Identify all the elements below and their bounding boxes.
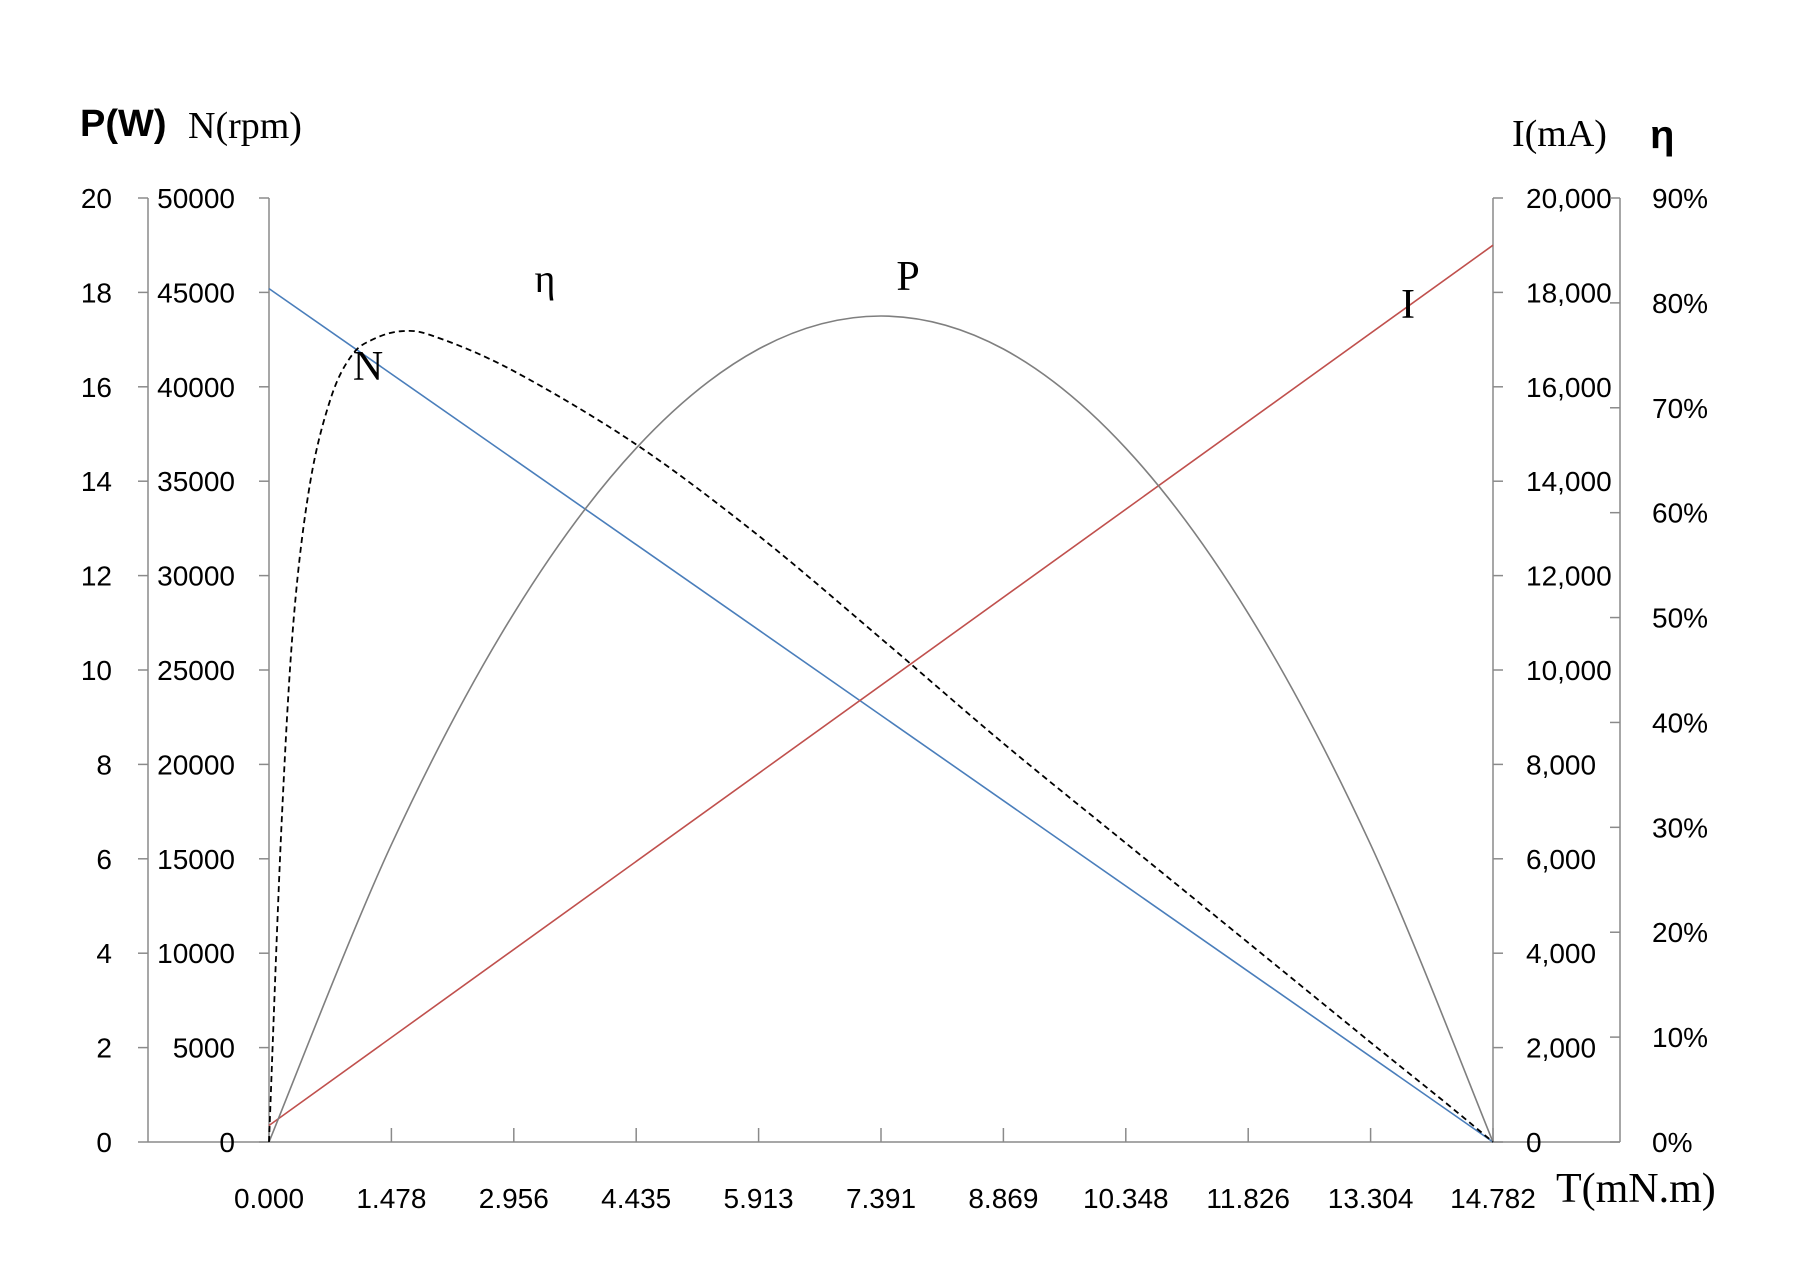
n-axis-tick-label: 45000 xyxy=(157,277,235,308)
eta-axis-tick-label: 30% xyxy=(1652,812,1708,843)
eta-axis-tick-label: 10% xyxy=(1652,1022,1708,1053)
p-axis-tick-label: 12 xyxy=(81,561,112,592)
p-curve-label: P xyxy=(896,254,919,300)
i-axis-tick-label: 2,000 xyxy=(1526,1033,1596,1064)
p-axis-tick-label: 16 xyxy=(81,372,112,403)
p-axis-tick-label: 18 xyxy=(81,277,112,308)
eta-axis-title: η xyxy=(1650,113,1674,157)
i-axis-tick-label: 6,000 xyxy=(1526,844,1596,875)
eta-axis-tick-label: 0% xyxy=(1652,1127,1692,1158)
x-axis-tick-label: 1.478 xyxy=(356,1183,426,1214)
n-axis-tick-label: 0 xyxy=(219,1127,235,1158)
series-group xyxy=(268,244,1494,1143)
p-axis-tick-label: 10 xyxy=(81,655,112,686)
x-axis-tick-label: 10.348 xyxy=(1083,1183,1169,1214)
axes-group xyxy=(147,198,1621,1143)
i-axis-title: I(mA) xyxy=(1512,113,1607,155)
n-axis-tick-label: 50000 xyxy=(157,183,235,214)
n-axis-tick-label: 35000 xyxy=(157,466,235,497)
p-axis-tick-label: 8 xyxy=(96,749,112,780)
i-axis-tick-label: 14,000 xyxy=(1526,466,1612,497)
i-axis-tick-label: 4,000 xyxy=(1526,938,1596,969)
x-axis-tick-label: 5.913 xyxy=(724,1183,794,1214)
x-axis-tick-label: 0.000 xyxy=(234,1183,304,1214)
p-axis-tick-label: 0 xyxy=(96,1127,112,1158)
eta-axis-tick-label: 70% xyxy=(1652,393,1708,424)
eta-axis-tick-label: 90% xyxy=(1652,183,1708,214)
i-axis-tick-label: 20,000 xyxy=(1526,183,1612,214)
n-axis-tick-label: 25000 xyxy=(157,655,235,686)
curve-labels-group: η P I N xyxy=(353,254,1415,390)
p-axis-tick-label: 4 xyxy=(96,938,112,969)
p-axis-tick-label: 14 xyxy=(81,466,112,497)
eta-axis-tick-label: 20% xyxy=(1652,917,1708,948)
n-curve-label: N xyxy=(353,344,383,390)
eta-axis-tick-label: 60% xyxy=(1652,498,1708,529)
n-axis-tick-label: 30000 xyxy=(157,561,235,592)
i-curve-label: I xyxy=(1401,282,1415,328)
p-axis-tick-label: 2 xyxy=(96,1033,112,1064)
eta-axis-tick-label: 40% xyxy=(1652,707,1708,738)
p-axis-title: P(W) xyxy=(80,103,167,145)
x-axis-tick-label: 13.304 xyxy=(1328,1183,1414,1214)
eta-axis-tick-label: 80% xyxy=(1652,288,1708,319)
p-axis-tick-label: 6 xyxy=(96,844,112,875)
n-axis-tick-label: 40000 xyxy=(157,372,235,403)
eta-efficiency-curve xyxy=(268,329,1494,1143)
x-axis-tick-label: 11.826 xyxy=(1206,1183,1290,1214)
i-axis-tick-label: 12,000 xyxy=(1526,561,1612,592)
i-axis-tick-label: 16,000 xyxy=(1526,372,1612,403)
x-axis-tick-label: 14.782 xyxy=(1450,1183,1536,1214)
i-current-line xyxy=(268,244,1494,1127)
i-axis-tick-label: 18,000 xyxy=(1526,277,1612,308)
n-axis-title: N(rpm) xyxy=(188,105,302,147)
x-axis-title: T(mN.m) xyxy=(1556,1166,1716,1212)
p-power-curve xyxy=(268,315,1494,1143)
i-axis-tick-label: 8,000 xyxy=(1526,749,1596,780)
n-speed-line xyxy=(268,287,1494,1143)
x-axis-tick-label: 7.391 xyxy=(846,1183,916,1214)
i-axis-tick-label: 10,000 xyxy=(1526,655,1612,686)
n-axis-tick-label: 10000 xyxy=(157,938,235,969)
i-axis-tick-label: 0 xyxy=(1526,1127,1542,1158)
eta-axis-tick-label: 50% xyxy=(1652,603,1708,634)
p-axis-tick-label: 20 xyxy=(81,183,112,214)
labels-group: P(W) N(rpm) I(mA) η T(mN.m) xyxy=(80,103,1716,1212)
n-axis-tick-label: 20000 xyxy=(157,749,235,780)
x-axis-tick-label: 4.435 xyxy=(601,1183,671,1214)
x-axis-tick-label: 8.869 xyxy=(968,1183,1038,1214)
ticks-group: 0 2 4 6 8 10 12 14 16 18 20 0 5000 10000 15000 20000 250… xyxy=(81,183,1708,1214)
eta-curve-label: η xyxy=(535,256,556,301)
n-axis-tick-label: 15000 xyxy=(157,844,235,875)
x-axis-tick-label: 2.956 xyxy=(479,1183,549,1214)
n-axis-tick-label: 5000 xyxy=(173,1033,235,1064)
